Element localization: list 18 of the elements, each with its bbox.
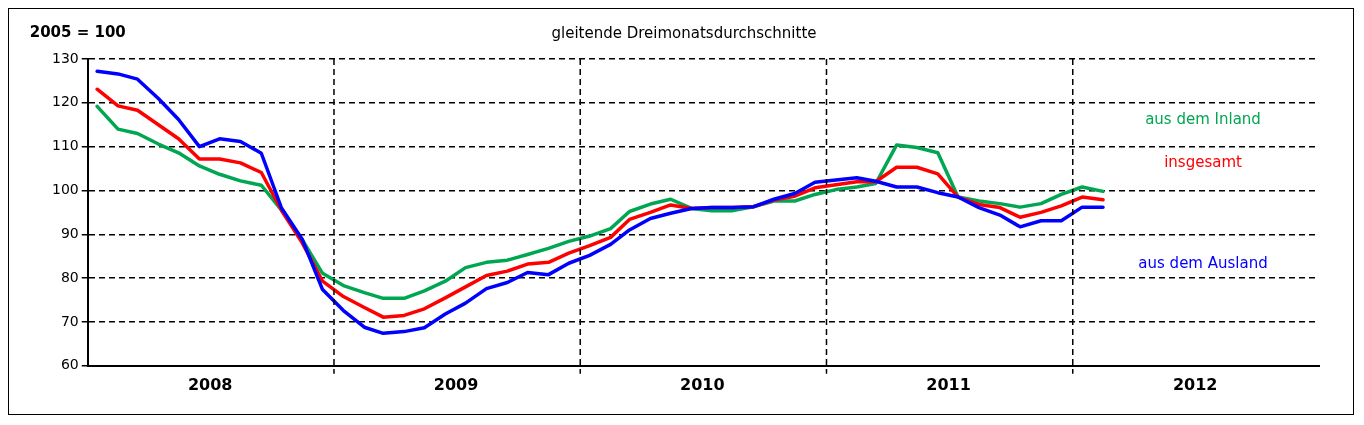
y-tick-label: 70 bbox=[60, 312, 79, 329]
text: aus dem Ausland bbox=[1138, 254, 1268, 273]
y-tick-label: 60 bbox=[60, 356, 79, 373]
y-tick-label: 90 bbox=[60, 224, 79, 241]
y-tick-label: 110 bbox=[51, 137, 79, 154]
x-tick-label: 2012 bbox=[1172, 374, 1218, 394]
y-tick-label: 120 bbox=[51, 93, 79, 110]
y-tick-label: 100 bbox=[51, 181, 79, 198]
text: aus dem Inland bbox=[1145, 110, 1261, 129]
x-tick-label: 2010 bbox=[680, 374, 725, 394]
x-tick-label: 2009 bbox=[433, 374, 479, 394]
y-tick-label: 130 bbox=[51, 49, 79, 66]
y-axis-title: 2005 = 100 bbox=[29, 22, 126, 41]
text: insgesamt bbox=[1164, 153, 1242, 172]
y-tick-label: 80 bbox=[60, 268, 79, 285]
x-tick-label: 2011 bbox=[926, 374, 971, 394]
x-tick-label: 2008 bbox=[187, 374, 233, 394]
chart-title: gleitende Dreimonatsdurchschnitte bbox=[551, 23, 817, 42]
